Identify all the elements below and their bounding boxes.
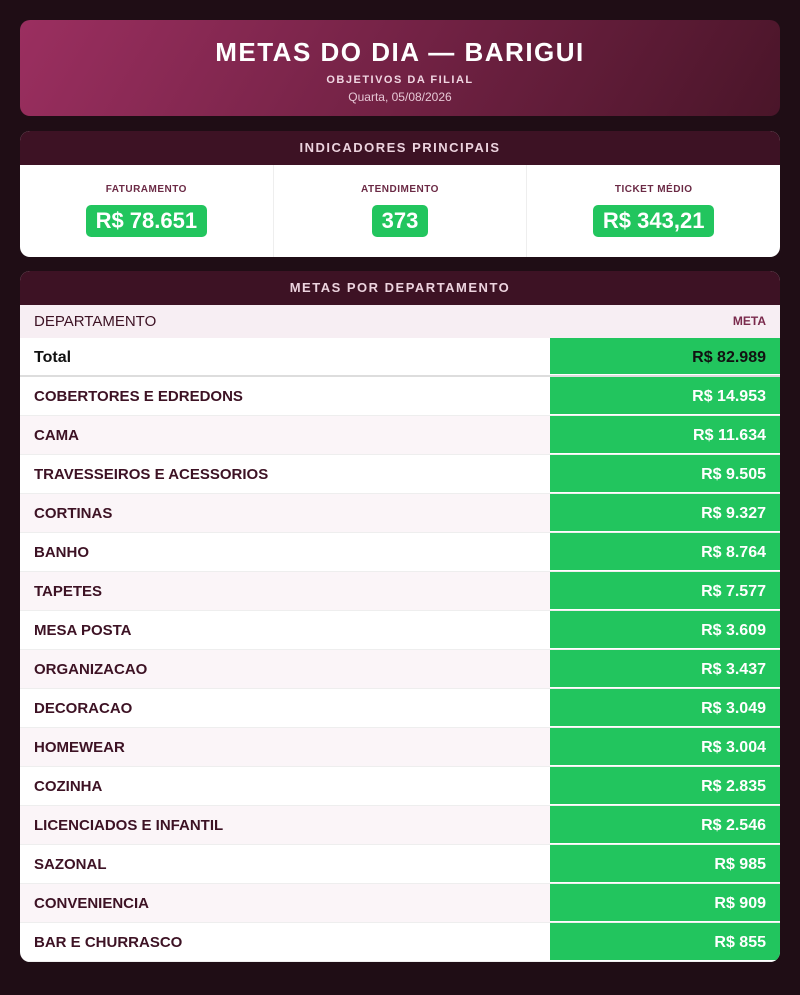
department-row: SAZONAL R$ 985 xyxy=(20,845,780,884)
department-row: COBERTORES E EDREDONS R$ 14.953 xyxy=(20,377,780,416)
department-name: TAPETES xyxy=(20,572,550,610)
goal-value: R$ 3.437 xyxy=(550,650,780,688)
department-name: SAZONAL xyxy=(34,856,107,873)
department-name: LICENCIADOS E INFANTIL xyxy=(20,806,550,844)
indicator-label: ATENDIMENTO xyxy=(361,184,439,195)
indicator-value-wrap: R$ 343,21 xyxy=(527,195,780,237)
department-name: CAMA xyxy=(20,416,550,454)
department-name: COBERTORES E EDREDONS xyxy=(34,388,243,405)
column-label: DEPARTAMENTO xyxy=(34,313,157,330)
goal-value: R$ 909 xyxy=(550,884,780,922)
indicator: FATURAMENTO R$ 78.651 xyxy=(20,165,274,257)
rows: COBERTORES E EDREDONS R$ 14.953 CAMA R$ 11.… xyxy=(20,377,780,962)
indicator-label: TICKET MÉDIO xyxy=(614,184,693,195)
column-header: DEPARTAMENTO META xyxy=(20,305,780,338)
goal-value: R$ 2.835 xyxy=(550,767,780,805)
header: METAS DO DIA — BARIGUI OBJETIVOS DA FILI… xyxy=(20,20,780,116)
department-row: MESA POSTA R$ 3.609 xyxy=(20,611,780,650)
section-title: INDICADORES PRINCIPAIS xyxy=(20,131,780,165)
department-row: ORGANIZACAO R$ 3.437 xyxy=(20,650,780,689)
title: METAS DO DIA — BARIGUI xyxy=(215,37,585,67)
department-name: BAR E CHURRASCO xyxy=(34,934,183,951)
goal-value: R$ 7.577 xyxy=(550,572,780,610)
department-row: TAPETES R$ 7.577 xyxy=(20,572,780,611)
indicator-value: 373 xyxy=(371,205,429,237)
goal-value: R$ 9.505 xyxy=(550,455,780,493)
department-row: BAR E CHURRASCO R$ 855 xyxy=(20,923,780,962)
department-name: Total xyxy=(34,349,72,366)
department-name: COZINHA xyxy=(34,778,103,795)
department-row: CONVENIENCIA R$ 909 xyxy=(20,884,780,923)
indicator-value: R$ 78.651 xyxy=(85,205,208,237)
goal-value: R$ 9.327 xyxy=(550,494,780,532)
goal-value: R$ 14.953 xyxy=(550,377,780,415)
goal-value: R$ 82.989 xyxy=(550,338,780,375)
indicator: ATENDIMENTO 373 xyxy=(274,165,528,257)
goal-value: R$ 3.609 xyxy=(550,611,780,649)
indicator: TICKET MÉDIO R$ 343,21 xyxy=(527,165,780,257)
goal-value: R$ 8.764 xyxy=(550,533,780,571)
indicator-value: R$ 343,21 xyxy=(592,205,715,237)
department-row: LICENCIADOS E INFANTIL R$ 2.546 xyxy=(20,806,780,845)
total-row: Total R$ 82.989 xyxy=(20,338,780,377)
department-row: COZINHA R$ 2.835 xyxy=(20,767,780,806)
department-name: ORGANIZACAO xyxy=(20,650,550,688)
date: Quarta, 05/08/2026 xyxy=(348,90,452,104)
department-name: CORTINAS xyxy=(20,494,550,532)
department-row: TRAVESSEIROS E ACESSORIOS R$ 9.505 xyxy=(20,455,780,494)
indicator-label: FATURAMENTO xyxy=(105,184,187,195)
goal-value: R$ 11.634 xyxy=(550,416,780,454)
department-name: DECORACAO xyxy=(34,700,133,717)
department-name: TRAVESSEIROS E ACESSORIOS xyxy=(34,466,269,483)
department-row: DECORACAO R$ 3.049 xyxy=(20,689,780,728)
indicators: INDICADORES PRINCIPAIS FATURAMENTO R$ 78.… xyxy=(20,131,780,257)
indicator-value-wrap: 373 xyxy=(274,195,527,237)
department-row: CORTINAS R$ 9.327 xyxy=(20,494,780,533)
departments: METAS POR DEPARTAMENTO DEPARTAMENTO META… xyxy=(20,271,780,962)
department-row: CAMA R$ 11.634 xyxy=(20,416,780,455)
goal-value: R$ 3.004 xyxy=(550,728,780,766)
indicator-list: FATURAMENTO R$ 78.651 ATENDIMENTO 373 TICKET… xyxy=(20,165,780,257)
department-name: HOMEWEAR xyxy=(20,728,550,766)
indicator-value-wrap: R$ 78.651 xyxy=(20,195,273,237)
column-label: META xyxy=(732,314,766,328)
department-name: CONVENIENCIA xyxy=(20,884,550,922)
section-title: METAS POR DEPARTAMENTO xyxy=(20,271,780,305)
goal-value: R$ 2.546 xyxy=(550,806,780,844)
goal-value: R$ 855 xyxy=(550,923,780,961)
subtitle: OBJETIVOS DA FILIAL xyxy=(326,74,474,86)
department-name: MESA POSTA xyxy=(34,622,132,639)
goal-value: R$ 3.049 xyxy=(550,689,780,727)
department-name: BANHO xyxy=(34,544,89,561)
department-row: BANHO R$ 8.764 xyxy=(20,533,780,572)
department-row: HOMEWEAR R$ 3.004 xyxy=(20,728,780,767)
goal-value: R$ 985 xyxy=(550,845,780,883)
